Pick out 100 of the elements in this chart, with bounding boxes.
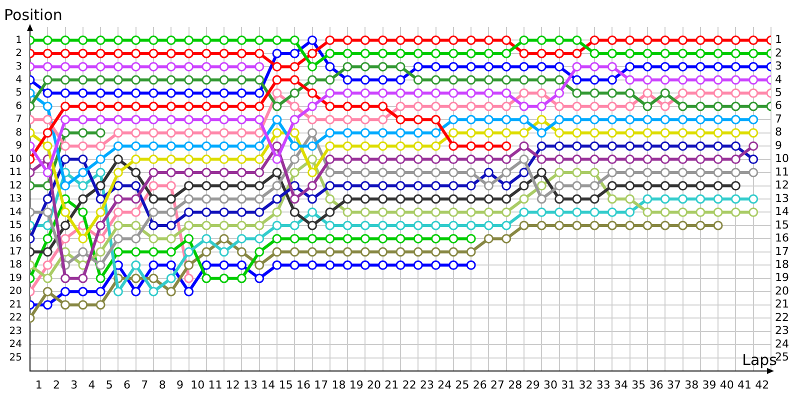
point xyxy=(202,220,212,230)
point xyxy=(148,181,158,191)
point xyxy=(290,88,300,98)
point xyxy=(184,141,194,151)
point xyxy=(713,207,723,217)
point xyxy=(536,102,546,112)
point xyxy=(396,207,406,217)
point xyxy=(342,114,352,124)
point xyxy=(554,102,564,112)
point xyxy=(713,128,723,138)
point xyxy=(219,260,229,270)
point xyxy=(360,102,370,112)
point xyxy=(236,114,246,124)
point xyxy=(554,128,564,138)
point xyxy=(148,168,158,178)
point xyxy=(572,88,582,98)
point xyxy=(378,141,388,151)
point xyxy=(642,181,652,191)
point xyxy=(113,220,123,230)
point xyxy=(60,114,70,124)
point xyxy=(113,35,123,45)
point xyxy=(184,220,194,230)
point xyxy=(696,114,706,124)
point xyxy=(290,168,300,178)
point xyxy=(96,168,106,178)
point xyxy=(325,48,335,58)
point xyxy=(308,194,318,204)
point xyxy=(236,48,246,58)
point xyxy=(325,260,335,270)
point xyxy=(378,220,388,230)
point xyxy=(431,220,441,230)
point xyxy=(325,88,335,98)
point xyxy=(590,48,600,58)
point xyxy=(448,48,458,58)
point xyxy=(642,114,652,124)
point xyxy=(342,234,352,244)
point xyxy=(378,207,388,217)
point xyxy=(678,102,688,112)
point xyxy=(342,102,352,112)
point xyxy=(625,75,635,85)
point xyxy=(96,207,106,217)
point xyxy=(202,35,212,45)
y2-tick-label: 14 xyxy=(775,205,789,218)
point xyxy=(413,35,423,45)
point xyxy=(360,48,370,58)
point xyxy=(590,220,600,230)
point xyxy=(236,207,246,217)
point xyxy=(730,141,740,151)
point xyxy=(536,141,546,151)
point xyxy=(642,154,652,164)
point xyxy=(131,154,141,164)
point xyxy=(696,75,706,85)
point xyxy=(536,114,546,124)
point xyxy=(342,207,352,217)
point xyxy=(342,194,352,204)
point xyxy=(78,75,88,85)
point xyxy=(342,154,352,164)
point xyxy=(396,154,406,164)
point xyxy=(42,88,52,98)
y2-tick-label: 25 xyxy=(775,350,789,364)
point xyxy=(502,75,512,85)
point xyxy=(536,48,546,58)
point xyxy=(590,141,600,151)
point xyxy=(78,194,88,204)
point xyxy=(678,128,688,138)
point xyxy=(78,247,88,257)
y-tick-label: 13 xyxy=(9,194,22,205)
point xyxy=(272,75,282,85)
point xyxy=(308,247,318,257)
point xyxy=(325,220,335,230)
point xyxy=(219,75,229,85)
point xyxy=(166,128,176,138)
point xyxy=(431,48,441,58)
point xyxy=(378,154,388,164)
x-tick-label: 25 xyxy=(455,378,470,392)
point xyxy=(113,62,123,72)
point xyxy=(148,128,158,138)
point xyxy=(448,102,458,112)
point xyxy=(360,220,370,230)
point xyxy=(254,234,264,244)
y-tick-label: 10 xyxy=(9,154,22,165)
point xyxy=(272,234,282,244)
point xyxy=(342,220,352,230)
point xyxy=(131,141,141,151)
point xyxy=(60,102,70,112)
point xyxy=(254,220,264,230)
point xyxy=(396,48,406,58)
point xyxy=(730,207,740,217)
point xyxy=(519,207,529,217)
point xyxy=(748,128,758,138)
point xyxy=(113,114,123,124)
point xyxy=(466,154,476,164)
point xyxy=(396,234,406,244)
point xyxy=(166,286,176,296)
point xyxy=(625,141,635,151)
point xyxy=(308,234,318,244)
point xyxy=(396,75,406,85)
point xyxy=(42,168,52,178)
point xyxy=(748,168,758,178)
point xyxy=(431,128,441,138)
